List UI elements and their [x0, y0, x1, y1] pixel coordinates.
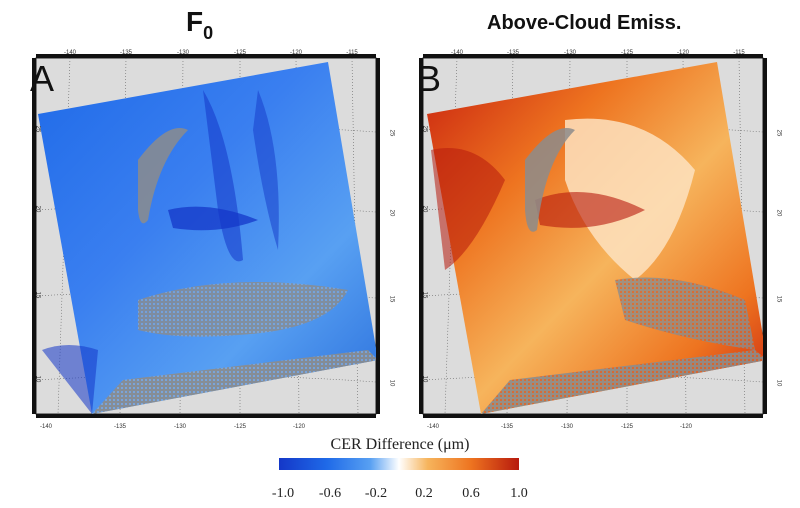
map-a-lon-top-tick: -140 [63, 50, 76, 56]
map-a-lon-bottom-tick: -130 [173, 424, 186, 430]
panel-a-title: F0 [186, 6, 213, 43]
map-a-lon-bottom-tick: -120 [292, 424, 305, 430]
map-b-graphic [419, 54, 767, 418]
map-b-lon-top-tick: -120 [676, 50, 689, 56]
map-b-lon-top-tick: -130 [563, 50, 576, 56]
colorbar-tick-label: 1.0 [510, 486, 528, 501]
map-a-lat-tick: 20 [34, 205, 41, 213]
map-a-lat-tick: 10 [388, 379, 395, 387]
map-panel-b: B -140 -135 -130 -125 -120 -115 -140 -13… [415, 50, 781, 430]
map-b-lon-bottom-tick: -135 [500, 424, 513, 430]
colorbar-title: CER Difference (μm) [330, 436, 470, 453]
map-b-lat-tick: 10 [775, 379, 782, 387]
map-a-lon-bottom-tick: -125 [233, 424, 246, 430]
map-a-lat-tick: 25 [34, 125, 41, 133]
map-a-lat-tick: 25 [388, 129, 395, 137]
map-b-lon-top-tick: -125 [620, 50, 633, 56]
panel-a-letter: A [30, 58, 55, 99]
map-a-lon-bottom-tick: -135 [113, 424, 126, 430]
map-b-lon-bottom-tick: -120 [679, 424, 692, 430]
map-a-lon-top-tick: -115 [346, 50, 358, 56]
map-b-lon-top-tick: -135 [506, 50, 519, 56]
panel-a-title-subscript: 0 [203, 23, 214, 43]
panel-b-title: Above-Cloud Emiss. [487, 12, 682, 34]
map-b-lat-tick: 10 [421, 375, 428, 383]
map-panel-a: A -140 -135 -130 -125 -120 -115 -140 -13… [28, 50, 394, 430]
map-a-lon-bottom-tick: -140 [39, 424, 52, 430]
map-a-lat-tick: 15 [34, 291, 41, 299]
map-b-lat-tick: 15 [775, 295, 782, 303]
colorbar-tick-label: 0.2 [415, 486, 433, 501]
map-b-lat-tick: 20 [775, 209, 782, 217]
map-b-lon-top-tick: -140 [450, 50, 463, 56]
map-b-lon-top-tick: -115 [733, 50, 745, 56]
colorbar-tick-label: -1.0 [271, 486, 295, 501]
map-a-lat-tick: 20 [388, 209, 395, 217]
colorbar-gradient [279, 458, 519, 470]
map-b-lon-bottom-tick: -125 [620, 424, 633, 430]
map-b-lat-tick: 15 [421, 291, 428, 299]
map-b-lat-tick: 25 [421, 125, 428, 133]
map-a-lat-tick: 10 [34, 375, 41, 383]
map-a-lon-top-tick: -135 [119, 50, 132, 56]
map-a-lat-tick: 15 [388, 295, 395, 303]
panel-a-title-main: F [186, 6, 204, 37]
map-a-lon-top-tick: -120 [289, 50, 302, 56]
map-b-lat-tick: 20 [421, 205, 428, 213]
map-a-lon-top-tick: -125 [233, 50, 246, 56]
colorbar-tick-label: -0.2 [364, 486, 388, 501]
map-b-lat-tick: 25 [775, 129, 782, 137]
map-b-lon-bottom-tick: -130 [560, 424, 573, 430]
colorbar-tick-label: 0.6 [462, 486, 480, 501]
map-a-lon-top-tick: -130 [176, 50, 189, 56]
colorbar-tick-label: -0.6 [318, 486, 342, 501]
map-b-lon-bottom-tick: -140 [426, 424, 439, 430]
panel-b-letter: B [417, 58, 442, 99]
map-a-graphic [32, 54, 380, 418]
